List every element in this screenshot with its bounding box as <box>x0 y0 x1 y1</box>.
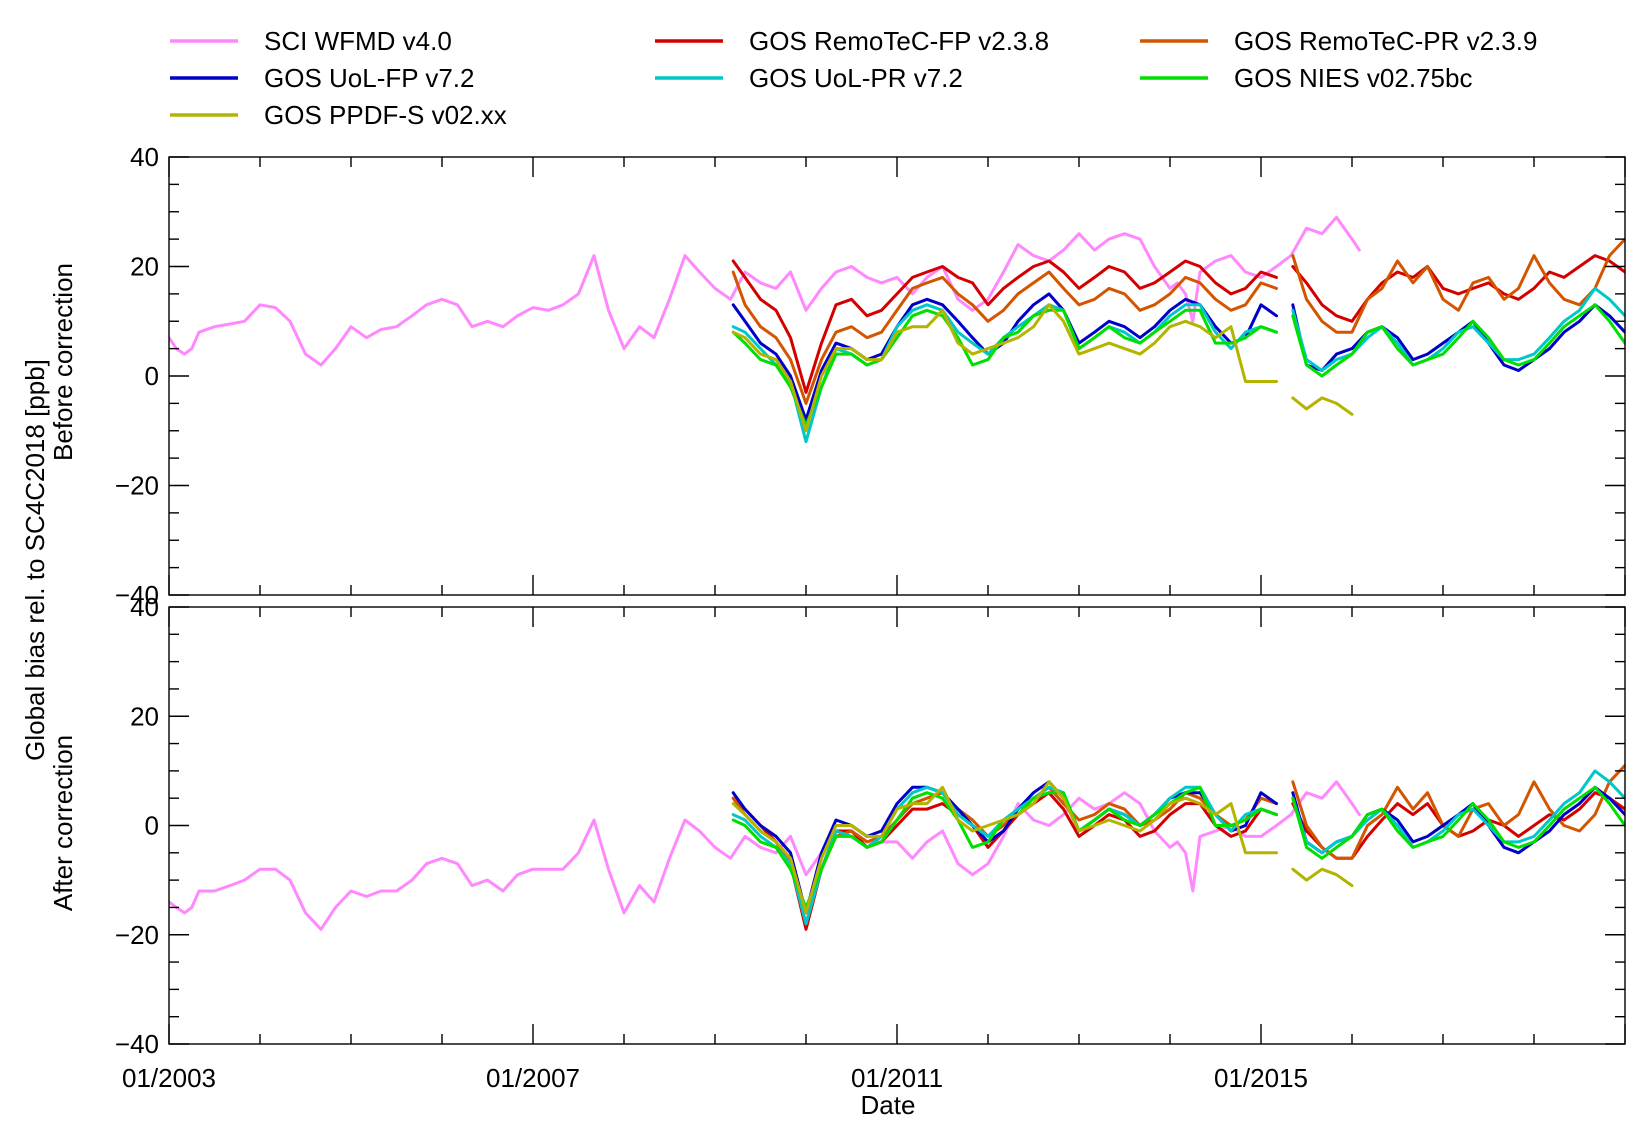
x-tick-label: 01/2003 <box>122 1063 216 1093</box>
x-tick-label: 01/2007 <box>486 1063 580 1093</box>
panel-after-correction: 40 20 0 −20 −40 <box>115 592 1626 1059</box>
legend-item: GOS RemoTeC-PR v2.3.9 <box>1140 26 1537 56</box>
series-line <box>1291 303 1625 378</box>
series-group <box>169 763 1625 931</box>
plot-frame <box>168 156 1626 596</box>
y-tick-label: 20 <box>130 252 159 282</box>
legend-label: GOS UoL-PR v7.2 <box>749 63 963 93</box>
y-tick-label: 0 <box>145 811 159 841</box>
x-axis-tick-labels: 01/2003 01/2007 01/2011 01/2015 <box>122 1063 1308 1093</box>
y-tick-label: 0 <box>145 361 159 391</box>
series-line <box>1291 769 1625 855</box>
y-tick-label: −40 <box>115 580 159 610</box>
panel-label-before-group: Before correction <box>48 263 78 461</box>
y-axis-title: Global bias rel. to SC4C2018 [ppb] <box>20 359 50 761</box>
series-group <box>169 215 1625 444</box>
y-tick-label: 40 <box>130 142 159 172</box>
series-line <box>731 780 1278 915</box>
legend: SCI WFMD v4.0 GOS UoL-FP v7.2 GOS PPDF-S v… <box>170 26 1537 130</box>
legend-item: GOS RemoTeC-FP v2.3.8 <box>655 26 1049 56</box>
panel-before-correction: 40 20 0 −20 −40 <box>115 142 1626 610</box>
y-tick-label: −40 <box>115 1029 159 1059</box>
series-line <box>1291 763 1625 860</box>
legend-label: GOS UoL-FP v7.2 <box>264 63 475 93</box>
legend-item: SCI WFMD v4.0 <box>170 26 452 56</box>
series-line <box>1291 396 1354 416</box>
series-line <box>731 785 1278 926</box>
y-tick-label: −20 <box>115 471 159 501</box>
x-tick-label: 01/2011 <box>851 1063 943 1093</box>
series-line <box>731 270 1278 405</box>
series-line <box>1291 303 1625 372</box>
series-line <box>731 259 1278 394</box>
series-line <box>1291 785 1625 860</box>
series-line <box>1291 791 1625 860</box>
legend-label: GOS RemoTeC-FP v2.3.8 <box>749 26 1049 56</box>
series-line <box>731 308 1278 427</box>
y-tick-label: 20 <box>130 701 159 731</box>
legend-label: GOS PPDF-S v02.xx <box>264 100 507 130</box>
x-tick-label: 01/2015 <box>1214 1063 1308 1093</box>
legend-label: GOS RemoTeC-PR v2.3.9 <box>1234 26 1537 56</box>
legend-item: GOS UoL-PR v7.2 <box>655 63 963 93</box>
series-line <box>1291 286 1625 372</box>
series-line <box>169 215 1361 367</box>
x-axis-title: Date <box>861 1090 916 1120</box>
series-line <box>169 780 1361 931</box>
panel-label-after: After correction <box>48 735 78 911</box>
series-line <box>1291 867 1354 888</box>
series-line <box>731 785 1278 909</box>
y-tick-label: 40 <box>130 592 159 622</box>
y-axis-title-group: Global bias rel. to SC4C2018 [ppb] <box>20 359 50 761</box>
panel-label-after-group: After correction <box>48 735 78 911</box>
y-tick-label: −20 <box>115 920 159 950</box>
series-line <box>731 303 1278 433</box>
series-line <box>731 785 1278 926</box>
legend-item: GOS UoL-FP v7.2 <box>170 63 475 93</box>
legend-item: GOS NIES v02.75bc <box>1140 63 1472 93</box>
legend-label: SCI WFMD v4.0 <box>264 26 452 56</box>
series-line <box>1291 237 1625 334</box>
panel-label-before: Before correction <box>48 263 78 461</box>
legend-label: GOS NIES v02.75bc <box>1234 63 1472 93</box>
legend-item: GOS PPDF-S v02.xx <box>170 100 507 130</box>
